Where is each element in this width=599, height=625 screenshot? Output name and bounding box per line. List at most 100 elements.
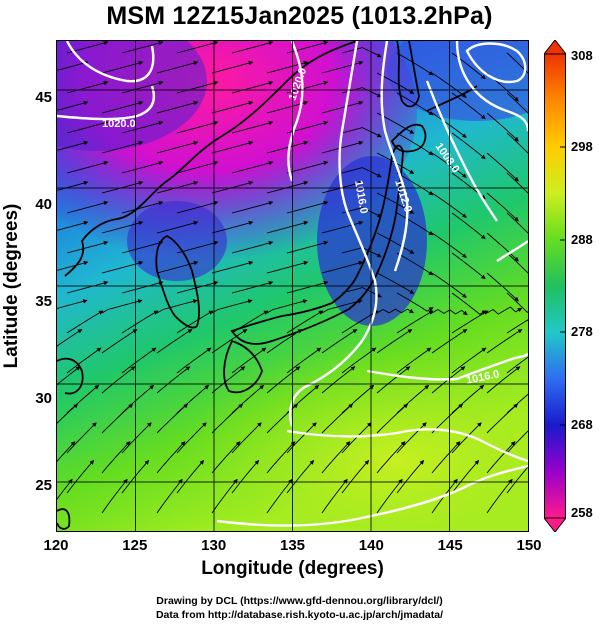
streamline	[266, 366, 301, 394]
streamline	[376, 232, 415, 254]
streamline	[176, 200, 219, 214]
streamline	[506, 466, 528, 494]
streamline	[486, 478, 513, 514]
streamline	[101, 329, 138, 354]
streamline	[176, 240, 219, 254]
streamline	[66, 459, 95, 494]
streamline	[176, 280, 219, 294]
streamline	[341, 310, 379, 334]
credit-line: Drawing by DCL (https://www.gfd-dennou.o…	[156, 595, 443, 607]
streamline	[396, 252, 434, 276]
streamline	[321, 299, 363, 314]
chart-title: MSM 12Z15Jan2025 (1013.2hPa)	[106, 2, 493, 30]
streamline	[396, 212, 434, 236]
streamline	[341, 459, 370, 494]
streamline	[211, 329, 248, 354]
streamline	[266, 140, 309, 154]
streamline	[156, 478, 183, 514]
streamline	[66, 120, 109, 134]
streamline	[121, 200, 164, 214]
streamline	[506, 356, 528, 374]
streamline	[66, 347, 102, 374]
streamline	[57, 60, 89, 71]
streamline	[211, 299, 253, 314]
streamline	[321, 441, 351, 474]
streamline	[376, 403, 409, 434]
streamline	[506, 132, 528, 154]
streamline	[266, 299, 308, 314]
colorbar-tick-label: 298	[571, 139, 593, 154]
x-axis-label: Longitude (degrees)	[201, 558, 384, 579]
streamline	[57, 403, 79, 424]
streamline	[451, 347, 487, 374]
streamline	[321, 100, 364, 114]
streamline	[231, 280, 274, 294]
streamline	[266, 260, 309, 274]
temperature-map: 1020.0 1020.0 1016.0 1012.0 1008.0 1016.…	[57, 41, 528, 531]
streamline	[231, 422, 262, 454]
streamline	[57, 329, 83, 347]
streamline	[486, 152, 519, 182]
streamline	[286, 459, 315, 494]
streamline	[66, 160, 109, 174]
streamline	[101, 441, 131, 474]
streamline	[486, 403, 519, 434]
coastlines	[57, 41, 478, 530]
streamline	[101, 403, 134, 434]
streamline	[286, 200, 329, 214]
streamline	[156, 299, 198, 314]
streamline	[321, 60, 364, 74]
credits: Drawing by DCL (https://www.gfd-dennou.o…	[0, 594, 599, 622]
streamline	[506, 172, 528, 194]
streamline	[231, 200, 274, 214]
streamline	[341, 167, 382, 178]
pressure-contours	[57, 41, 528, 527]
streamline	[211, 478, 238, 514]
colorbar	[544, 40, 566, 532]
streamline	[286, 240, 329, 254]
streamline	[286, 280, 329, 294]
x-tick-label: 120	[43, 537, 69, 554]
streamline	[101, 478, 128, 514]
streamline	[231, 347, 267, 374]
streamline	[156, 220, 199, 234]
streamline	[451, 292, 487, 315]
streamline	[321, 403, 354, 434]
streamline	[431, 441, 461, 474]
streamline	[121, 240, 164, 254]
streamline	[376, 478, 403, 514]
streamline	[231, 80, 274, 94]
streamline	[376, 366, 411, 394]
streamline	[321, 366, 356, 394]
credit-line: Data from http://database.rish.kyoto-u.a…	[155, 609, 444, 621]
streamline	[211, 60, 254, 74]
streamline	[156, 140, 199, 154]
streamline	[57, 220, 89, 231]
streamline	[506, 52, 528, 74]
streamline	[66, 200, 109, 214]
streamline	[341, 47, 382, 58]
streamline	[121, 41, 164, 54]
colorbar-tick-label: 308	[571, 48, 593, 63]
streamline	[176, 41, 219, 54]
streamline	[486, 272, 519, 302]
streamline	[451, 132, 486, 160]
streamline	[66, 280, 109, 294]
streamline	[396, 172, 434, 196]
streamline	[121, 120, 164, 134]
wind-streamlines	[57, 41, 528, 514]
streamline	[396, 292, 434, 312]
streamline	[506, 292, 528, 313]
streamline	[396, 310, 434, 334]
streamline	[286, 160, 329, 174]
map-plot-area: 1020.0 1020.0 1016.0 1012.0 1008.0 1016.…	[56, 40, 529, 532]
streamline	[211, 403, 244, 434]
streamline	[431, 403, 464, 434]
streamline	[211, 100, 254, 114]
contour-label: 1020.0	[102, 118, 136, 130]
streamline	[156, 60, 199, 74]
x-tick-label: 140	[358, 537, 384, 554]
streamline	[66, 240, 109, 254]
streamline	[486, 329, 523, 354]
streamline	[266, 478, 293, 514]
